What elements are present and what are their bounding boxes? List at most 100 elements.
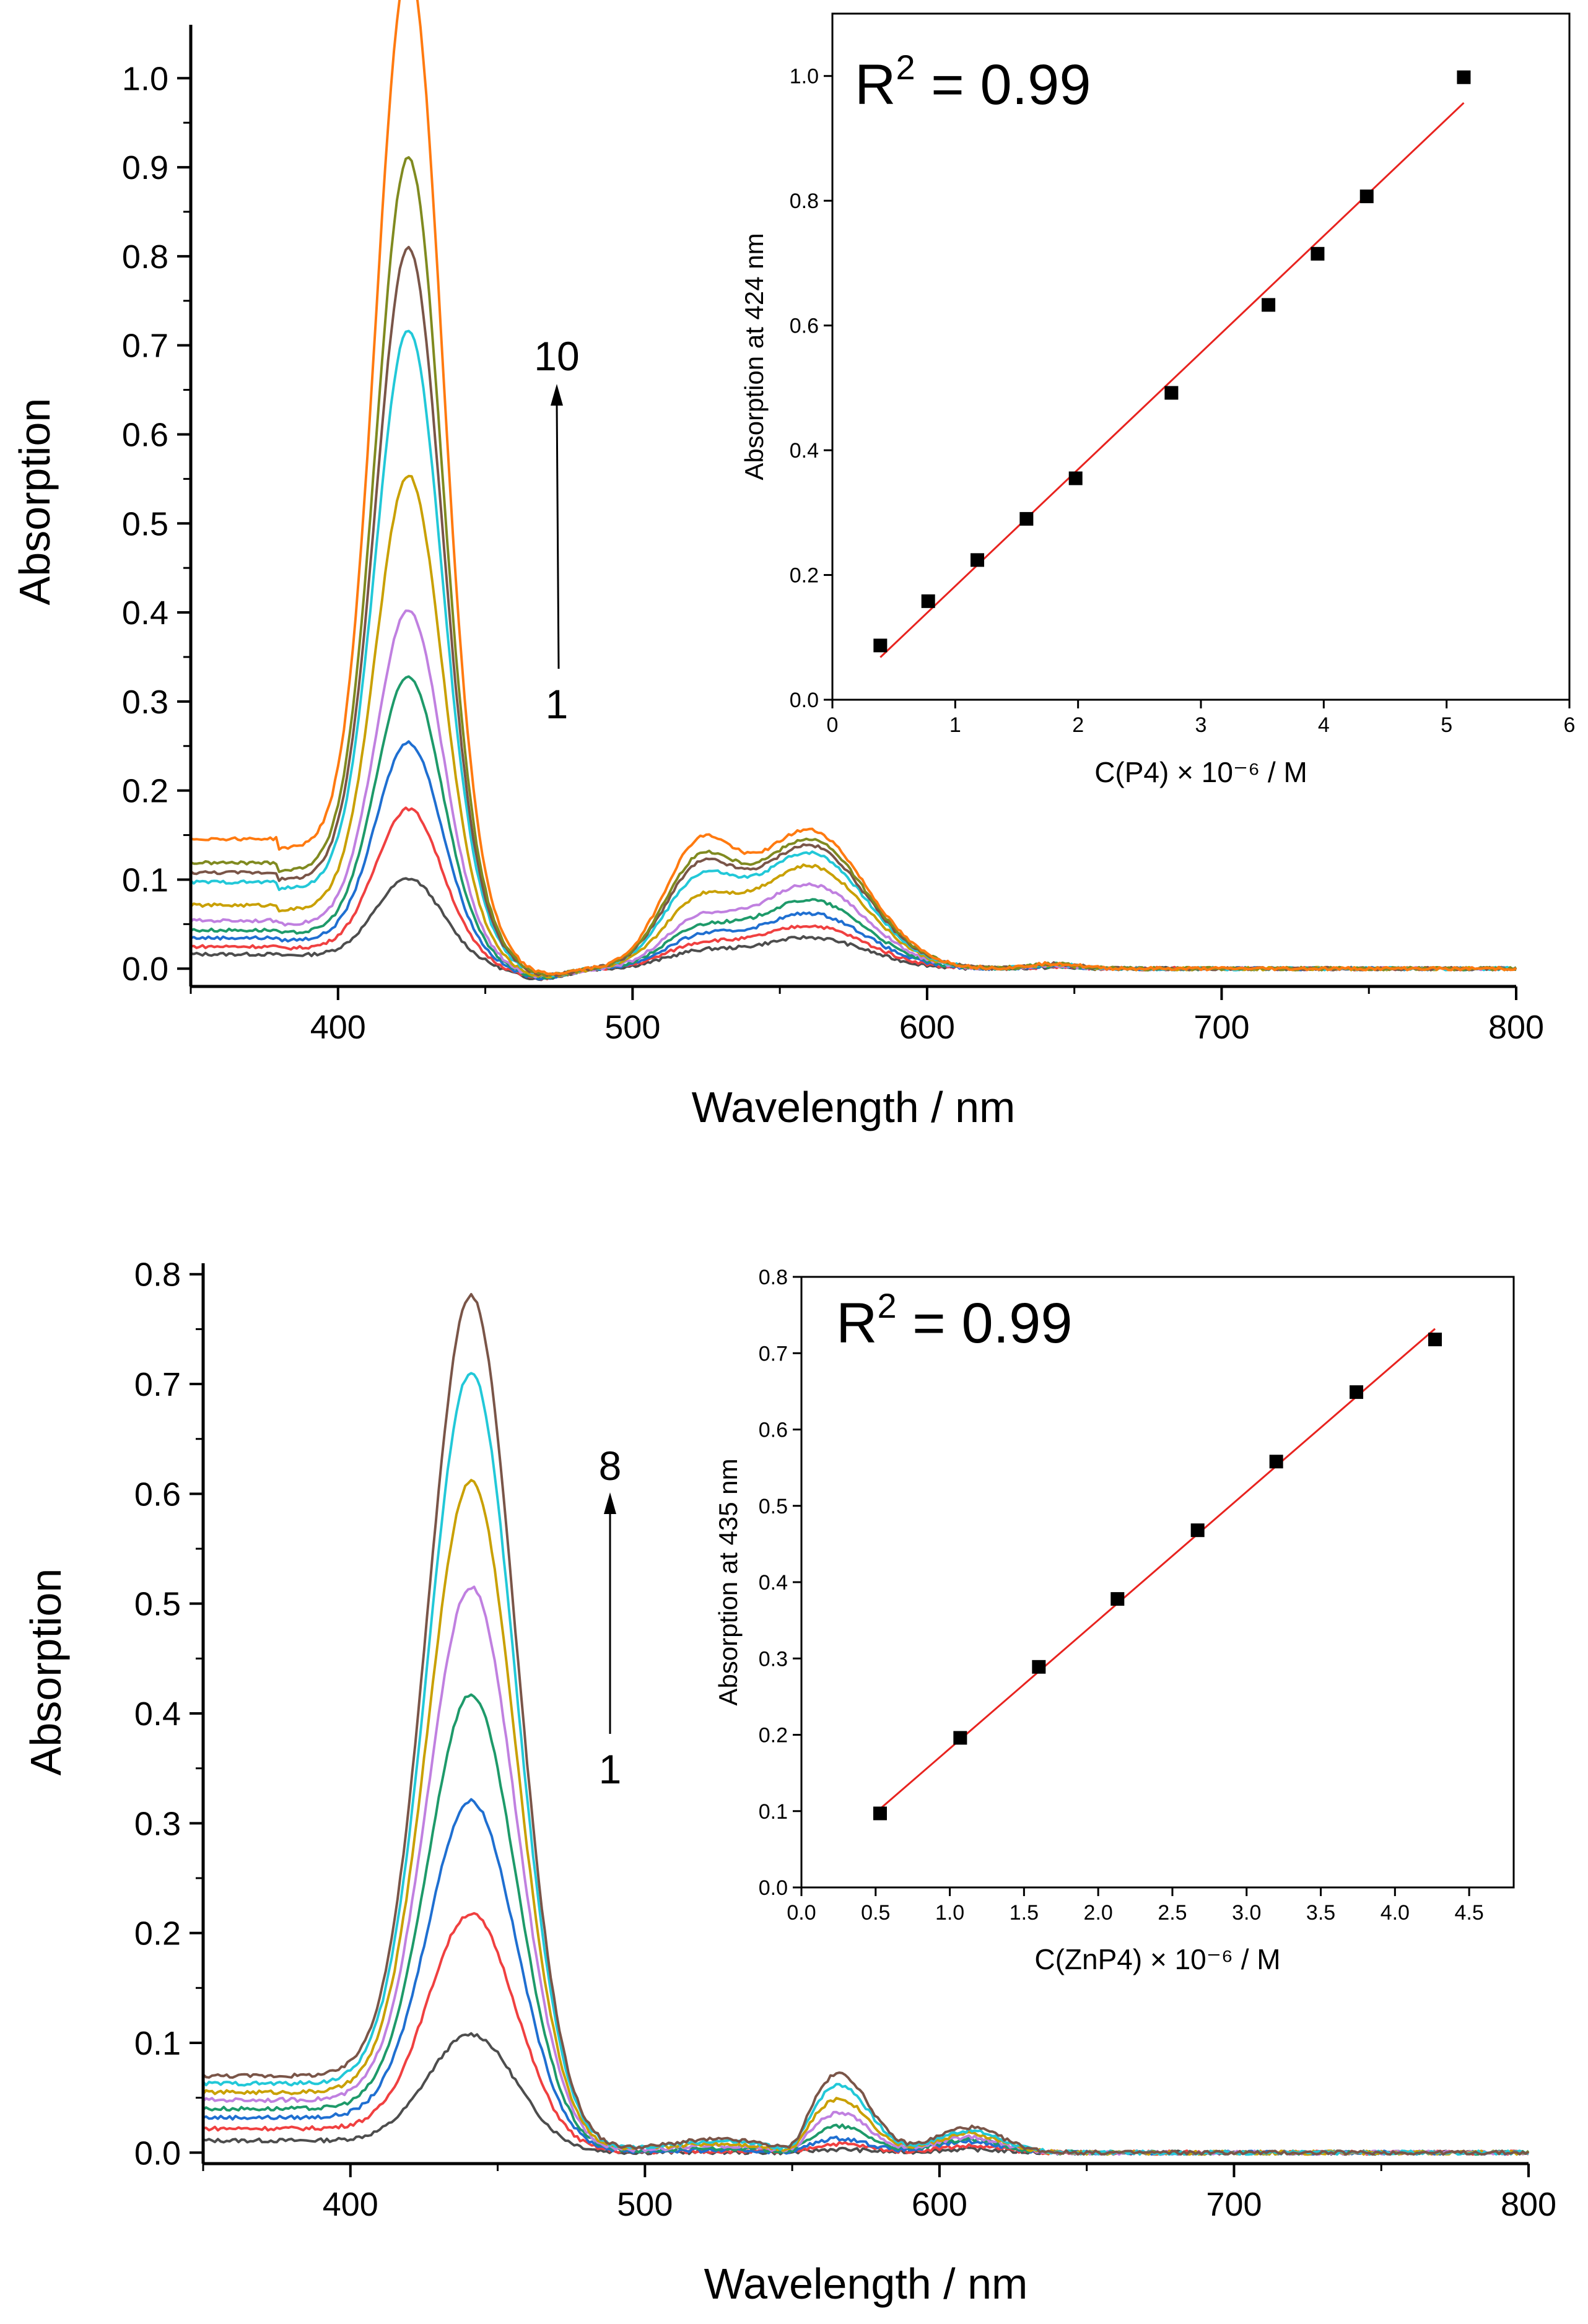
top-inset-chart: 0.0 0.2 0.4 0.6 0.8 1.0 0 1 2 3 4 5 6 R2 = 0.99 C(P4… — [739, 12, 1576, 788]
top-inset-fit-line — [879, 102, 1465, 658]
top-inset-point-5 — [1164, 386, 1179, 400]
bottom-inset-x-tick-label-1: 0.5 — [861, 1901, 890, 1925]
top-series-9 — [190, 156, 1517, 977]
top-inset-point-3 — [1019, 511, 1034, 526]
bottom-inset-x-tick-label-4: 2.0 — [1084, 1901, 1113, 1925]
top-inset-point-6 — [1262, 298, 1276, 312]
top-x-tick-label-2: 600 — [899, 1009, 955, 1046]
bottom-x-tick-label-3: 700 — [1206, 2186, 1262, 2223]
top-inset-point-2 — [971, 553, 985, 567]
top-y-tick-label-9: 0.9 — [122, 149, 168, 186]
bottom-y-tick-label-3: 0.3 — [134, 1805, 181, 1842]
bottom-inset-x-tick-label-3: 1.5 — [1010, 1901, 1039, 1925]
top-inset-point-0 — [873, 638, 888, 653]
top-inset-y-tick-label-2: 0.4 — [790, 439, 819, 463]
bottom-inset-point-3 — [1110, 1592, 1125, 1606]
bottom-y-axis: 0.0 0.1 0.2 0.3 0.4 0.5 0.6 0.7 0.8 — [134, 1256, 203, 2172]
top-inset-x-tick-label-1: 1 — [949, 713, 961, 737]
bottom-inset-point-6 — [1350, 1385, 1364, 1399]
top-inset-y-tick-label-1: 0.2 — [790, 564, 819, 588]
top-arrow-start-label: 1 — [546, 681, 569, 727]
bottom-inset-point-1 — [953, 1731, 967, 1745]
bottom-inset-point-2 — [1032, 1660, 1046, 1674]
top-inset-x-tick-label-4: 4 — [1318, 713, 1330, 737]
bottom-arrow-head — [604, 1492, 616, 1514]
bottom-x-axis: 400 500 600 700 800 — [202, 2164, 1556, 2223]
bottom-y-tick-label-4: 0.4 — [134, 1695, 181, 1733]
top-trend-arrow: 10 1 — [534, 333, 579, 727]
bottom-inset-chart: 0.0 0.1 0.2 0.3 0.4 0.5 0.6 0.7 0.8 0.0 0.5 1.0 1.5 2… — [713, 1266, 1515, 1975]
top-y-tick-label-5: 0.5 — [122, 505, 168, 542]
bottom-inset-y-tick-label-8: 0.8 — [759, 1266, 788, 1289]
bottom-x-tick-label-1: 500 — [617, 2186, 673, 2223]
top-y-tick-label-8: 0.8 — [122, 238, 168, 276]
top-y-tick-label-7: 0.7 — [122, 328, 168, 365]
bottom-inset-point-0 — [873, 1806, 887, 1821]
bottom-series-6 — [202, 1479, 1530, 2156]
bottom-inset-point-4 — [1190, 1523, 1205, 1538]
top-inset-point-1 — [921, 594, 935, 608]
bottom-y-tick-label-2: 0.2 — [134, 1915, 181, 1952]
top-y-axis: 0.0 0.1 0.2 0.3 0.4 0.5 0.6 0.7 0.8 0.9 1.0 — [122, 60, 191, 988]
bottom-arrow-end-label: 8 — [599, 1443, 622, 1489]
bottom-trend-arrow: 8 1 — [599, 1443, 622, 1792]
bottom-arrow-start-label: 1 — [599, 1746, 622, 1792]
top-inset-x-title: C(P4) × 10⁻⁶ / M — [1094, 756, 1307, 788]
top-spectra-series — [190, 0, 1517, 981]
top-inset-point-9 — [1457, 70, 1471, 84]
top-arrow-head — [551, 384, 563, 406]
bottom-x-tick-label-4: 800 — [1501, 2186, 1556, 2223]
bottom-inset-y-tick-label-7: 0.7 — [759, 1342, 788, 1365]
top-inset-point-4 — [1068, 471, 1083, 485]
top-x-tick-label-0: 400 — [310, 1009, 366, 1046]
bottom-x-axis-title: Wavelength / nm — [704, 2260, 1028, 2308]
bottom-spectra-series — [202, 1293, 1530, 2156]
top-x-tick-label-4: 800 — [1488, 1009, 1544, 1046]
bottom-inset-x-tick-label-6: 3.0 — [1232, 1901, 1261, 1925]
bottom-inset-x-tick-label-2: 1.0 — [935, 1901, 964, 1925]
bottom-inset-y-tick-label-6: 0.6 — [759, 1419, 788, 1442]
top-inset-x-tick-label-3: 3 — [1195, 713, 1207, 737]
top-inset-x-tick-label-0: 0 — [827, 713, 839, 737]
top-inset-point-7 — [1311, 246, 1325, 261]
bottom-y-tick-label-6: 0.6 — [134, 1476, 181, 1513]
bottom-inset-annotation: R2 = 0.99 — [836, 1286, 1073, 1355]
top-x-tick-label-3: 700 — [1193, 1009, 1249, 1046]
bottom-inset-x-tick-label-7: 3.5 — [1306, 1901, 1335, 1925]
bottom-x-tick-label-0: 400 — [323, 2186, 378, 2223]
bottom-inset-x-tick-label-8: 4.0 — [1381, 1901, 1410, 1925]
top-inset-x-tick-label-5: 5 — [1441, 713, 1452, 737]
bottom-inset-point-5 — [1269, 1455, 1283, 1469]
bottom-inset-y-tick-label-0: 0.0 — [759, 1876, 788, 1900]
top-x-tick-label-1: 500 — [604, 1009, 660, 1046]
bottom-y-tick-label-8: 0.8 — [134, 1256, 181, 1294]
top-inset-y-tick-label-5: 1.0 — [790, 65, 819, 89]
bottom-inset-y-tick-label-5: 0.5 — [759, 1495, 788, 1518]
bottom-x-tick-label-2: 600 — [912, 2186, 967, 2223]
bottom-inset-frame — [800, 1276, 1515, 1889]
bottom-series-8 — [202, 1293, 1530, 2156]
top-inset-frame — [831, 12, 1571, 701]
bottom-inset-y-tick-label-1: 0.1 — [759, 1800, 788, 1824]
top-x-axis-title: Wavelength / nm — [692, 1083, 1016, 1131]
bottom-series-7 — [202, 1372, 1529, 2156]
top-y-tick-label-0: 0.0 — [122, 951, 168, 988]
bottom-inset-fit-line — [879, 1328, 1436, 1810]
bottom-inset-y-title: Absorption at 435 nm — [713, 1458, 743, 1705]
top-inset-axes: 0.0 0.2 0.4 0.6 0.8 1.0 0 1 2 3 4 5 6 — [790, 65, 1576, 737]
bottom-y-tick-label-1: 0.1 — [134, 2025, 181, 2062]
top-spectra-chart: 0.00.10.20.30.40.50.60.70.80.91.0 400 500… — [11, 0, 1575, 1131]
bottom-inset-y-tick-label-3: 0.3 — [759, 1647, 788, 1671]
top-arrow-shaft — [556, 402, 560, 669]
bottom-y-tick-label-7: 0.7 — [134, 1366, 181, 1403]
top-y-tick-label-3: 0.3 — [122, 684, 168, 721]
top-x-axis: 400 500 600 700 800 — [190, 986, 1544, 1046]
top-inset-x-tick-label-6: 6 — [1564, 713, 1576, 737]
top-series-5 — [190, 609, 1517, 979]
bottom-inset-x-title: C(ZnP4) × 10⁻⁶ / M — [1034, 1943, 1280, 1975]
top-y-tick-label-10: 1.0 — [122, 60, 168, 97]
bottom-inset-x-tick-label-0: 0.0 — [787, 1901, 816, 1925]
bottom-inset-x-tick-label-9: 4.5 — [1454, 1901, 1483, 1925]
top-arrow-end-label: 10 — [534, 333, 579, 379]
